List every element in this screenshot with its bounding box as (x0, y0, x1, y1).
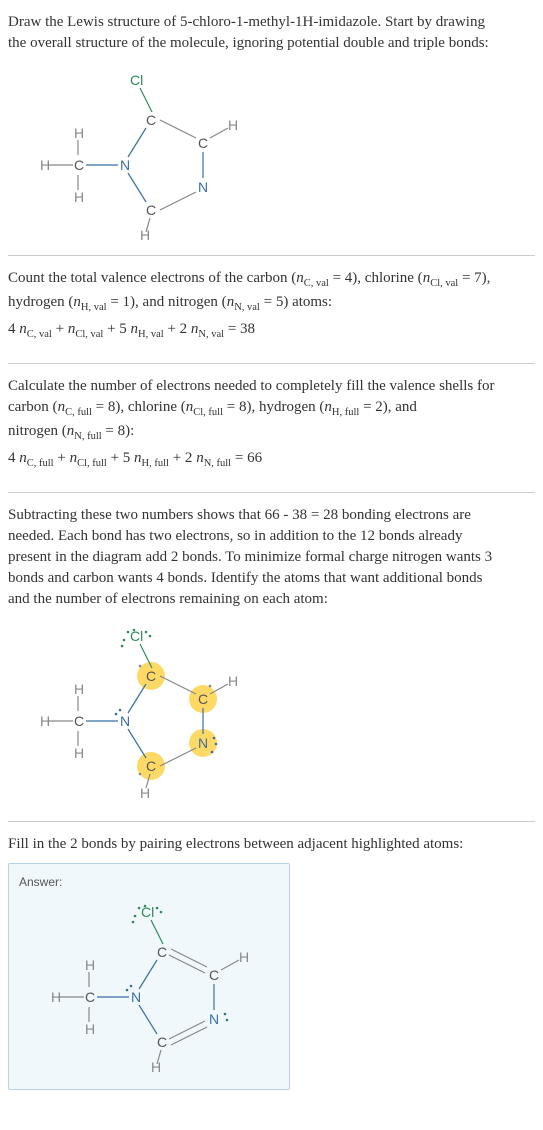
atom-H: H (239, 949, 249, 965)
atom-N: N (198, 735, 208, 751)
atom-Cl: Cl (130, 628, 143, 644)
answer-diagram: H H H C N C Cl C H N C H (19, 897, 279, 1079)
fill-bonds-text: Fill in the 2 bonds by pairing electrons… (8, 830, 535, 863)
atom-H: H (74, 681, 84, 697)
atom-H: H (74, 125, 84, 141)
atom-H: H (40, 157, 50, 173)
atom-H: H (228, 117, 238, 133)
intro-text: Draw the Lewis structure of 5-chloro-1-m… (8, 8, 535, 62)
atom-C: C (146, 112, 156, 128)
skeleton-diagram: H H H C N C Cl C H N C H (28, 70, 535, 247)
atom-C: C (157, 1034, 167, 1050)
divider (8, 821, 535, 822)
atom-C: C (146, 202, 156, 218)
divider (8, 492, 535, 493)
atom-H: H (85, 1021, 95, 1037)
atom-H: H (85, 957, 95, 973)
valence-count-text: Count the total valence electrons of the… (8, 264, 535, 355)
atom-N: N (131, 989, 141, 1005)
highlighted-diagram: H H H C N C Cl C H N C H (28, 626, 535, 813)
full-shell-text: Calculate the number of electrons needed… (8, 372, 535, 484)
atom-N: N (198, 179, 208, 195)
atom-N: N (209, 1011, 219, 1027)
full-formula: 4 nC, full + nCl, full + 5 nH, full + 2 … (8, 444, 535, 476)
atom-Cl: Cl (130, 72, 143, 88)
atom-C: C (74, 713, 84, 729)
answer-label: Answer: (19, 874, 279, 891)
atom-N: N (120, 713, 130, 729)
answer-svg: H H H C N C Cl C H N C H (19, 897, 259, 1072)
divider (8, 255, 535, 256)
atom-C: C (74, 157, 84, 173)
atom-H: H (140, 227, 150, 240)
atom-C: C (198, 135, 208, 151)
atom-C: C (157, 944, 167, 960)
atom-C: C (209, 967, 219, 983)
highlighted-svg: H H H C N C Cl C H N C H (28, 626, 248, 806)
atom-C: C (198, 691, 208, 707)
atom-H: H (228, 673, 238, 689)
intro-line2: the overall structure of the molecule, i… (8, 35, 489, 51)
atom-H: H (40, 713, 50, 729)
atom-C: C (85, 989, 95, 1005)
intro-line1: Draw the Lewis structure of 5-chloro-1-m… (8, 14, 485, 30)
atom-H: H (74, 745, 84, 761)
atom-C: C (146, 758, 156, 774)
atom-H: H (51, 989, 61, 1005)
atom-C: C (146, 668, 156, 684)
divider (8, 363, 535, 364)
bonding-text: Subtracting these two numbers shows that… (8, 501, 535, 618)
atom-N: N (120, 157, 130, 173)
atom-H: H (140, 785, 150, 801)
atom-H: H (151, 1059, 161, 1072)
answer-box: Answer: H H H C N C Cl C H N C (8, 863, 290, 1090)
atom-H: H (74, 189, 84, 205)
valence-formula: 4 nC, val + nCl, val + 5 nH, val + 2 nN,… (8, 315, 535, 347)
skeleton-svg: H H H C N C Cl C H N C H (28, 70, 248, 240)
atom-Cl: Cl (141, 904, 154, 920)
